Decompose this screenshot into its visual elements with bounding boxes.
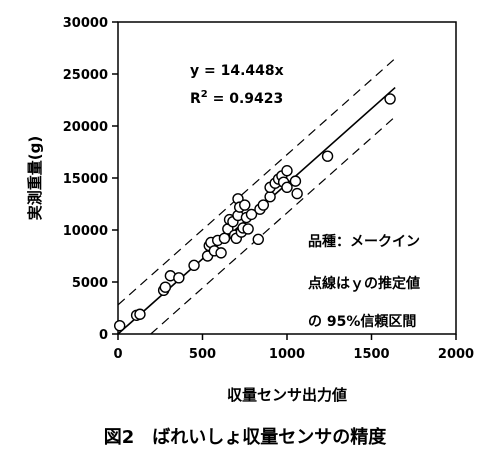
data-point <box>134 308 146 320</box>
data-point <box>215 247 227 259</box>
x-tick-label: 2000 <box>438 347 474 362</box>
figure-caption: 図2 ばれいしょ収量センサの精度 <box>104 426 388 448</box>
equation-label: y = 14.448x <box>190 63 284 79</box>
scatter-points <box>113 93 396 332</box>
dotted-line-note-2: の 95%信頼区間 <box>308 313 416 330</box>
y-tick-label: 20000 <box>63 120 108 135</box>
y-axis-title: 実測重量(g) <box>26 136 44 220</box>
data-point <box>252 233 264 246</box>
x-axis-ticks: 0 500 1000 1500 2000 <box>113 334 474 362</box>
data-point <box>239 199 251 211</box>
x-tick-label: 1000 <box>269 347 305 362</box>
data-point <box>289 175 302 187</box>
dotted-line-note-1: 点線はｙの推定値 <box>308 275 420 293</box>
data-point <box>113 319 126 332</box>
upper-confidence-line <box>117 58 396 306</box>
data-point <box>245 208 258 221</box>
y-tick-label: 0 <box>99 328 108 343</box>
data-point <box>218 232 231 245</box>
y-tick-label: 5000 <box>72 276 108 291</box>
y-tick-label: 25000 <box>63 68 108 83</box>
y-tick-label: 15000 <box>63 172 108 187</box>
data-point <box>281 181 293 194</box>
data-point <box>321 150 334 162</box>
y-tick-label: 10000 <box>63 224 108 239</box>
r-squared-value: = 0.9423 <box>208 91 284 107</box>
y-tick-label: 30000 <box>63 16 108 31</box>
x-tick-label: 1500 <box>353 347 389 362</box>
x-tick-label: 0 <box>113 347 122 362</box>
lower-confidence-line <box>150 116 396 335</box>
x-tick-label: 500 <box>189 347 216 362</box>
variety-label: 品種：メークイン <box>308 233 420 250</box>
data-point <box>281 165 293 177</box>
data-point <box>264 191 276 203</box>
data-point <box>257 199 270 211</box>
x-axis-title: 収量センサ出力値 <box>227 386 347 404</box>
data-point <box>188 259 200 272</box>
y-axis-ticks: 0 5000 10000 15000 20000 25000 30000 <box>63 16 118 343</box>
data-point <box>159 281 172 293</box>
data-point <box>384 93 396 105</box>
data-point <box>173 272 185 284</box>
r-squared-r: R <box>190 91 201 107</box>
data-point <box>242 223 254 235</box>
r-squared-exponent: 2 <box>201 89 208 100</box>
r-squared-label: R2 = 0.9423 <box>190 89 283 107</box>
data-point <box>291 187 303 200</box>
